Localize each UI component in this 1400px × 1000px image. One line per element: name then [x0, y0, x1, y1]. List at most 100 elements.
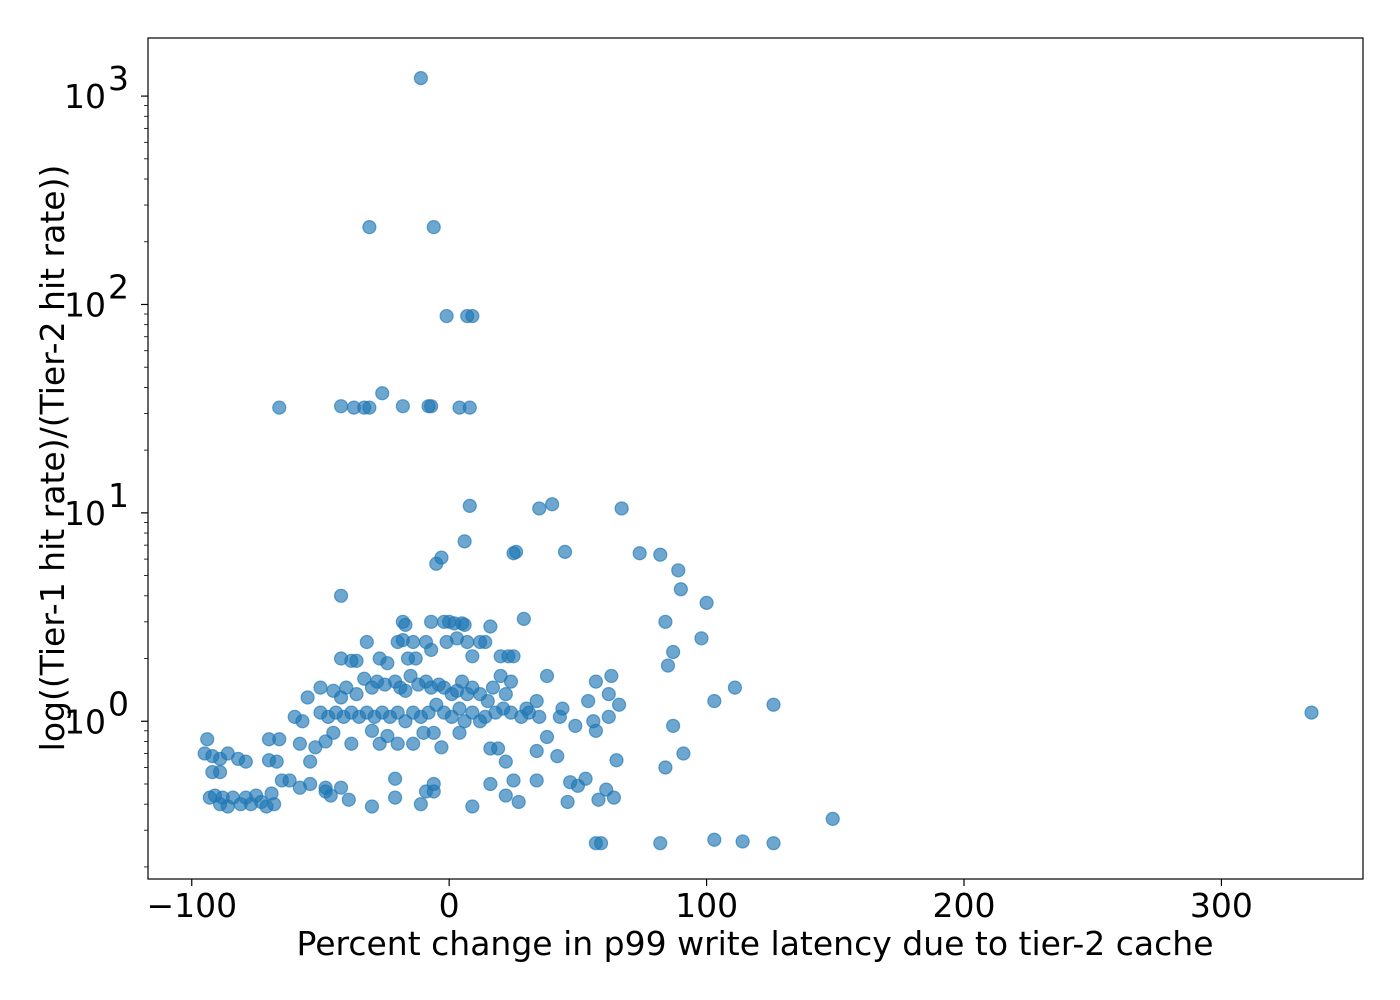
- data-point: [498, 754, 513, 769]
- data-point: [426, 784, 441, 799]
- data-point: [611, 697, 627, 712]
- data-point: [267, 797, 282, 812]
- y-tick-label: 10: [64, 285, 106, 324]
- data-point: [212, 765, 228, 780]
- data-point: [326, 725, 341, 740]
- data-point: [511, 794, 526, 810]
- data-point: [660, 658, 676, 673]
- data-point: [609, 753, 624, 768]
- data-point: [766, 836, 781, 851]
- points-layer: [197, 70, 1319, 851]
- data-point: [390, 736, 405, 751]
- data-point: [344, 736, 359, 751]
- data-point: [452, 725, 467, 740]
- data-point: [295, 714, 310, 729]
- data-point: [413, 70, 428, 86]
- x-tick-label: 100: [675, 886, 738, 925]
- data-point: [388, 771, 403, 786]
- data-point: [434, 740, 449, 755]
- data-point: [362, 400, 377, 415]
- data-point: [462, 400, 477, 415]
- data-point: [303, 754, 318, 769]
- data-point: [424, 399, 439, 414]
- data-point: [593, 836, 609, 851]
- data-point: [666, 718, 681, 733]
- data-point: [699, 595, 714, 610]
- data-point: [480, 693, 495, 709]
- data-point: [588, 674, 604, 689]
- data-point: [490, 741, 506, 756]
- data-point: [364, 799, 380, 814]
- data-point: [303, 776, 318, 792]
- data-point: [1304, 705, 1319, 720]
- data-point: [529, 693, 544, 709]
- plot-frame: [147, 37, 1364, 880]
- data-point: [380, 656, 395, 671]
- data-point: [200, 732, 215, 747]
- data-point: [424, 614, 439, 629]
- x-tick-label: 300: [1190, 886, 1253, 925]
- data-point: [658, 614, 673, 629]
- data-point: [483, 619, 498, 634]
- data-point: [632, 546, 647, 561]
- data-point: [591, 792, 606, 807]
- data-point: [653, 836, 668, 851]
- data-point: [272, 400, 287, 415]
- data-point: [588, 723, 604, 738]
- x-tick-label: 200: [933, 886, 996, 925]
- data-point: [413, 797, 428, 812]
- data-point: [766, 697, 781, 712]
- data-point: [349, 686, 364, 702]
- data-point: [578, 771, 593, 786]
- data-point: [676, 746, 691, 761]
- data-point: [457, 617, 472, 632]
- data-point: [406, 736, 421, 751]
- data-point: [465, 799, 480, 814]
- data-point: [694, 631, 709, 646]
- data-point: [408, 651, 423, 666]
- data-point: [601, 709, 616, 724]
- data-point: [465, 649, 480, 664]
- data-point: [426, 220, 441, 235]
- data-point: [529, 743, 544, 759]
- data-point: [434, 550, 449, 565]
- data-point: [503, 674, 519, 689]
- data-point: [532, 501, 547, 516]
- data-point: [349, 653, 364, 668]
- data-point: [462, 498, 477, 514]
- data-point: [666, 644, 681, 660]
- data-point: [529, 773, 544, 788]
- data-point: [606, 790, 622, 805]
- data-point: [269, 754, 284, 769]
- data-point: [506, 773, 521, 788]
- data-point: [653, 547, 668, 562]
- data-point: [388, 790, 403, 805]
- data-point: [550, 749, 565, 764]
- data-point: [532, 709, 547, 724]
- data-point: [560, 794, 575, 810]
- data-point: [552, 709, 567, 724]
- y-axis-label: log((Tier-1 hit rate)/(Tier-2 hit rate)): [33, 165, 72, 752]
- data-point: [300, 690, 315, 705]
- data-point: [506, 649, 521, 664]
- data-point: [614, 501, 629, 516]
- data-point: [516, 611, 531, 626]
- data-point: [406, 634, 421, 650]
- data-point: [292, 736, 307, 751]
- data-point: [478, 634, 493, 650]
- data-point: [465, 308, 480, 324]
- data-point: [323, 788, 338, 803]
- data-point: [457, 534, 472, 549]
- data-point: [454, 674, 470, 689]
- data-point: [498, 788, 513, 803]
- data-point: [460, 634, 475, 650]
- data-point: [359, 634, 374, 650]
- data-point: [568, 718, 583, 733]
- data-point: [498, 686, 513, 702]
- data-point: [364, 723, 380, 738]
- y-tick-label: 10: [64, 702, 106, 741]
- data-point: [539, 668, 555, 684]
- data-point: [658, 760, 673, 775]
- data-point: [509, 544, 524, 559]
